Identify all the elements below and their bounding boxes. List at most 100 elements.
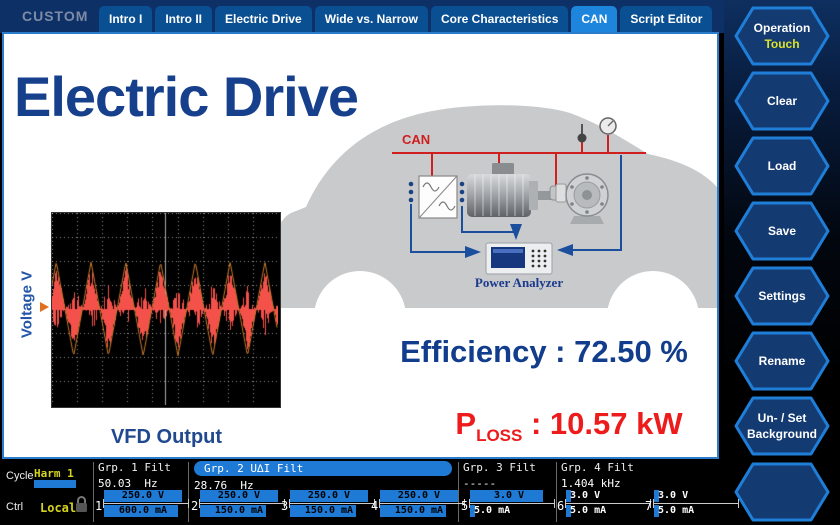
efficiency-readout: Efficiency : 72.50 % [400,334,688,369]
section-divider [556,462,557,522]
tab-label: Intro II [165,12,202,26]
can-bus-line [392,135,646,186]
measurement-wires [410,155,622,258]
voltage-fill [200,490,278,502]
ploss-subscript: LOSS [476,426,523,446]
current-value: 150.0 mA [394,505,444,516]
tab-label: Wide vs. Narrow [324,12,418,26]
group-header[interactable]: Grp. 3 Filt ----- [463,461,536,490]
current-fill [654,505,660,517]
channel-range-bars: 250.0 V 150.0 mA [289,490,375,520]
current-value: 600.0 mA [118,505,168,516]
voltage-range-bar: 250.0 V [104,490,182,502]
trigger-marker-icon [40,302,54,312]
sidebar-button[interactable] [732,461,832,523]
channel-number: 7 [645,499,653,513]
tab[interactable]: Script Editor [620,6,713,33]
voltage-fill [654,490,660,502]
range-line [103,499,189,508]
voltage-fill [566,490,572,502]
channel-range-bars: 250.0 V 150.0 mA [379,490,465,520]
current-range-bar: 5.0 mA [566,505,644,517]
page-title: Electric Drive [14,65,359,128]
hexagon-shape [734,6,830,66]
channel-number: 4 [371,499,379,513]
channel-indicator[interactable]: 3 250.0 V 150.0 mA [281,490,375,522]
tab[interactable]: Core Characteristics [430,6,569,33]
group-name: Grp. 1 Filt [98,461,171,474]
current-value: 5.0 mA [658,505,695,516]
sidebar-button[interactable]: Clear [732,70,832,132]
group-name: Grp. 4 Filt [561,461,634,474]
channel-range-bars: 3.0 V 5.0 mA [565,490,651,520]
button-label: Operation [753,21,811,35]
tab[interactable]: Intro I [99,6,153,33]
sidebar-button[interactable]: Un- / Set Background [732,395,832,457]
current-range-bar: 150.0 mA [380,505,458,517]
hexagon-shape [734,396,830,456]
channel-indicator[interactable]: 5 3.0 V 5.0 mA [461,490,555,522]
voltage-range-bar: 3.0 V [470,490,548,502]
channel-indicator[interactable]: 1 250.0 V 600.0 mA [95,490,189,522]
status-bar: Cycle Harm 1 Ctrl Local Grp. 1 Filt 50.0… [0,459,739,525]
group-header[interactable]: Grp. 4 Filt 1.404 kHz [561,461,634,490]
group-header[interactable]: Grp. 1 Filt 50.03 Hz [98,461,171,490]
waveform-y-axis-label: Voltage V [18,270,36,339]
hexagon-shape [734,71,830,131]
tab-label: Electric Drive [225,12,302,26]
front-wheel-arch [607,271,699,363]
tab-label: Intro I [109,12,143,26]
thermometer-icon [577,124,587,143]
channel-indicator[interactable]: 4 250.0 V 150.0 mA [371,490,465,522]
hexagon-shape [734,266,830,326]
ctrl-mode-value[interactable]: Local [40,501,77,515]
custom-mode-label: CUSTOM [22,8,89,24]
group-frequency: 50.03 Hz [98,477,158,490]
tab[interactable]: Electric Drive [215,6,312,33]
button-label: Load [767,159,797,173]
current-fill [470,505,476,517]
voltage-fill [470,490,543,502]
sidebar-button[interactable]: Rename [732,330,832,392]
channel-number: 5 [461,499,469,513]
channel-number: 6 [557,499,565,513]
button-sublabel: Touch [764,37,800,51]
sidebar-button[interactable]: Save [732,200,832,262]
sidebar-button[interactable]: Operation Touch [732,5,832,67]
channel-number: 3 [281,499,289,513]
hexagon-shape [734,331,830,391]
tab-label: CAN [581,12,608,26]
channel-indicator[interactable]: 6 3.0 V 5.0 mA [557,490,651,522]
range-line [199,499,285,508]
cycle-label: Cycle [6,470,34,482]
current-fill [566,505,572,517]
lock-icon[interactable] [74,495,89,514]
power-loss-readout: PLOSS : 10.57 kW [455,406,683,446]
channel-indicator[interactable]: 2 250.0 V 150.0 mA [191,490,285,522]
sidebar-button[interactable]: Settings [732,265,832,327]
tab[interactable]: CAN [571,6,618,33]
voltage-fill [104,490,182,502]
tab-bar: Intro I Intro II Electric Drive Wide vs.… [99,6,713,33]
channel-indicator[interactable]: 7 3.0 V 5.0 mA [645,490,739,522]
sidebar-button[interactable]: Load [732,135,832,197]
cycle-mode-value[interactable]: Harm 1 [34,467,74,480]
voltage-range-bar: 250.0 V [290,490,368,502]
voltage-fill [380,490,458,502]
group-frequency: 28.76 Hz [194,479,254,492]
voltage-value: 250.0 V [121,490,165,501]
tab[interactable]: Wide vs. Narrow [314,6,428,33]
sidebar: Operation Touch Clear Load [724,0,840,525]
channel-range-bars: 250.0 V 150.0 mA [199,490,285,520]
range-line [289,499,375,508]
voltage-range-bar: 3.0 V [566,490,644,502]
top-bar: CUSTOM Intro I Intro II Electric Drive W… [0,0,726,33]
current-fill [380,505,447,517]
range-line [653,499,739,508]
tab[interactable]: Intro II [155,6,212,33]
voltage-value: 3.0 V [493,490,525,501]
button-label: Save [767,224,797,238]
button-label: Rename [758,354,806,368]
group-header[interactable]: Grp. 2 U∆I Filt 28.76 Hz [194,461,452,492]
current-fill [290,505,357,517]
